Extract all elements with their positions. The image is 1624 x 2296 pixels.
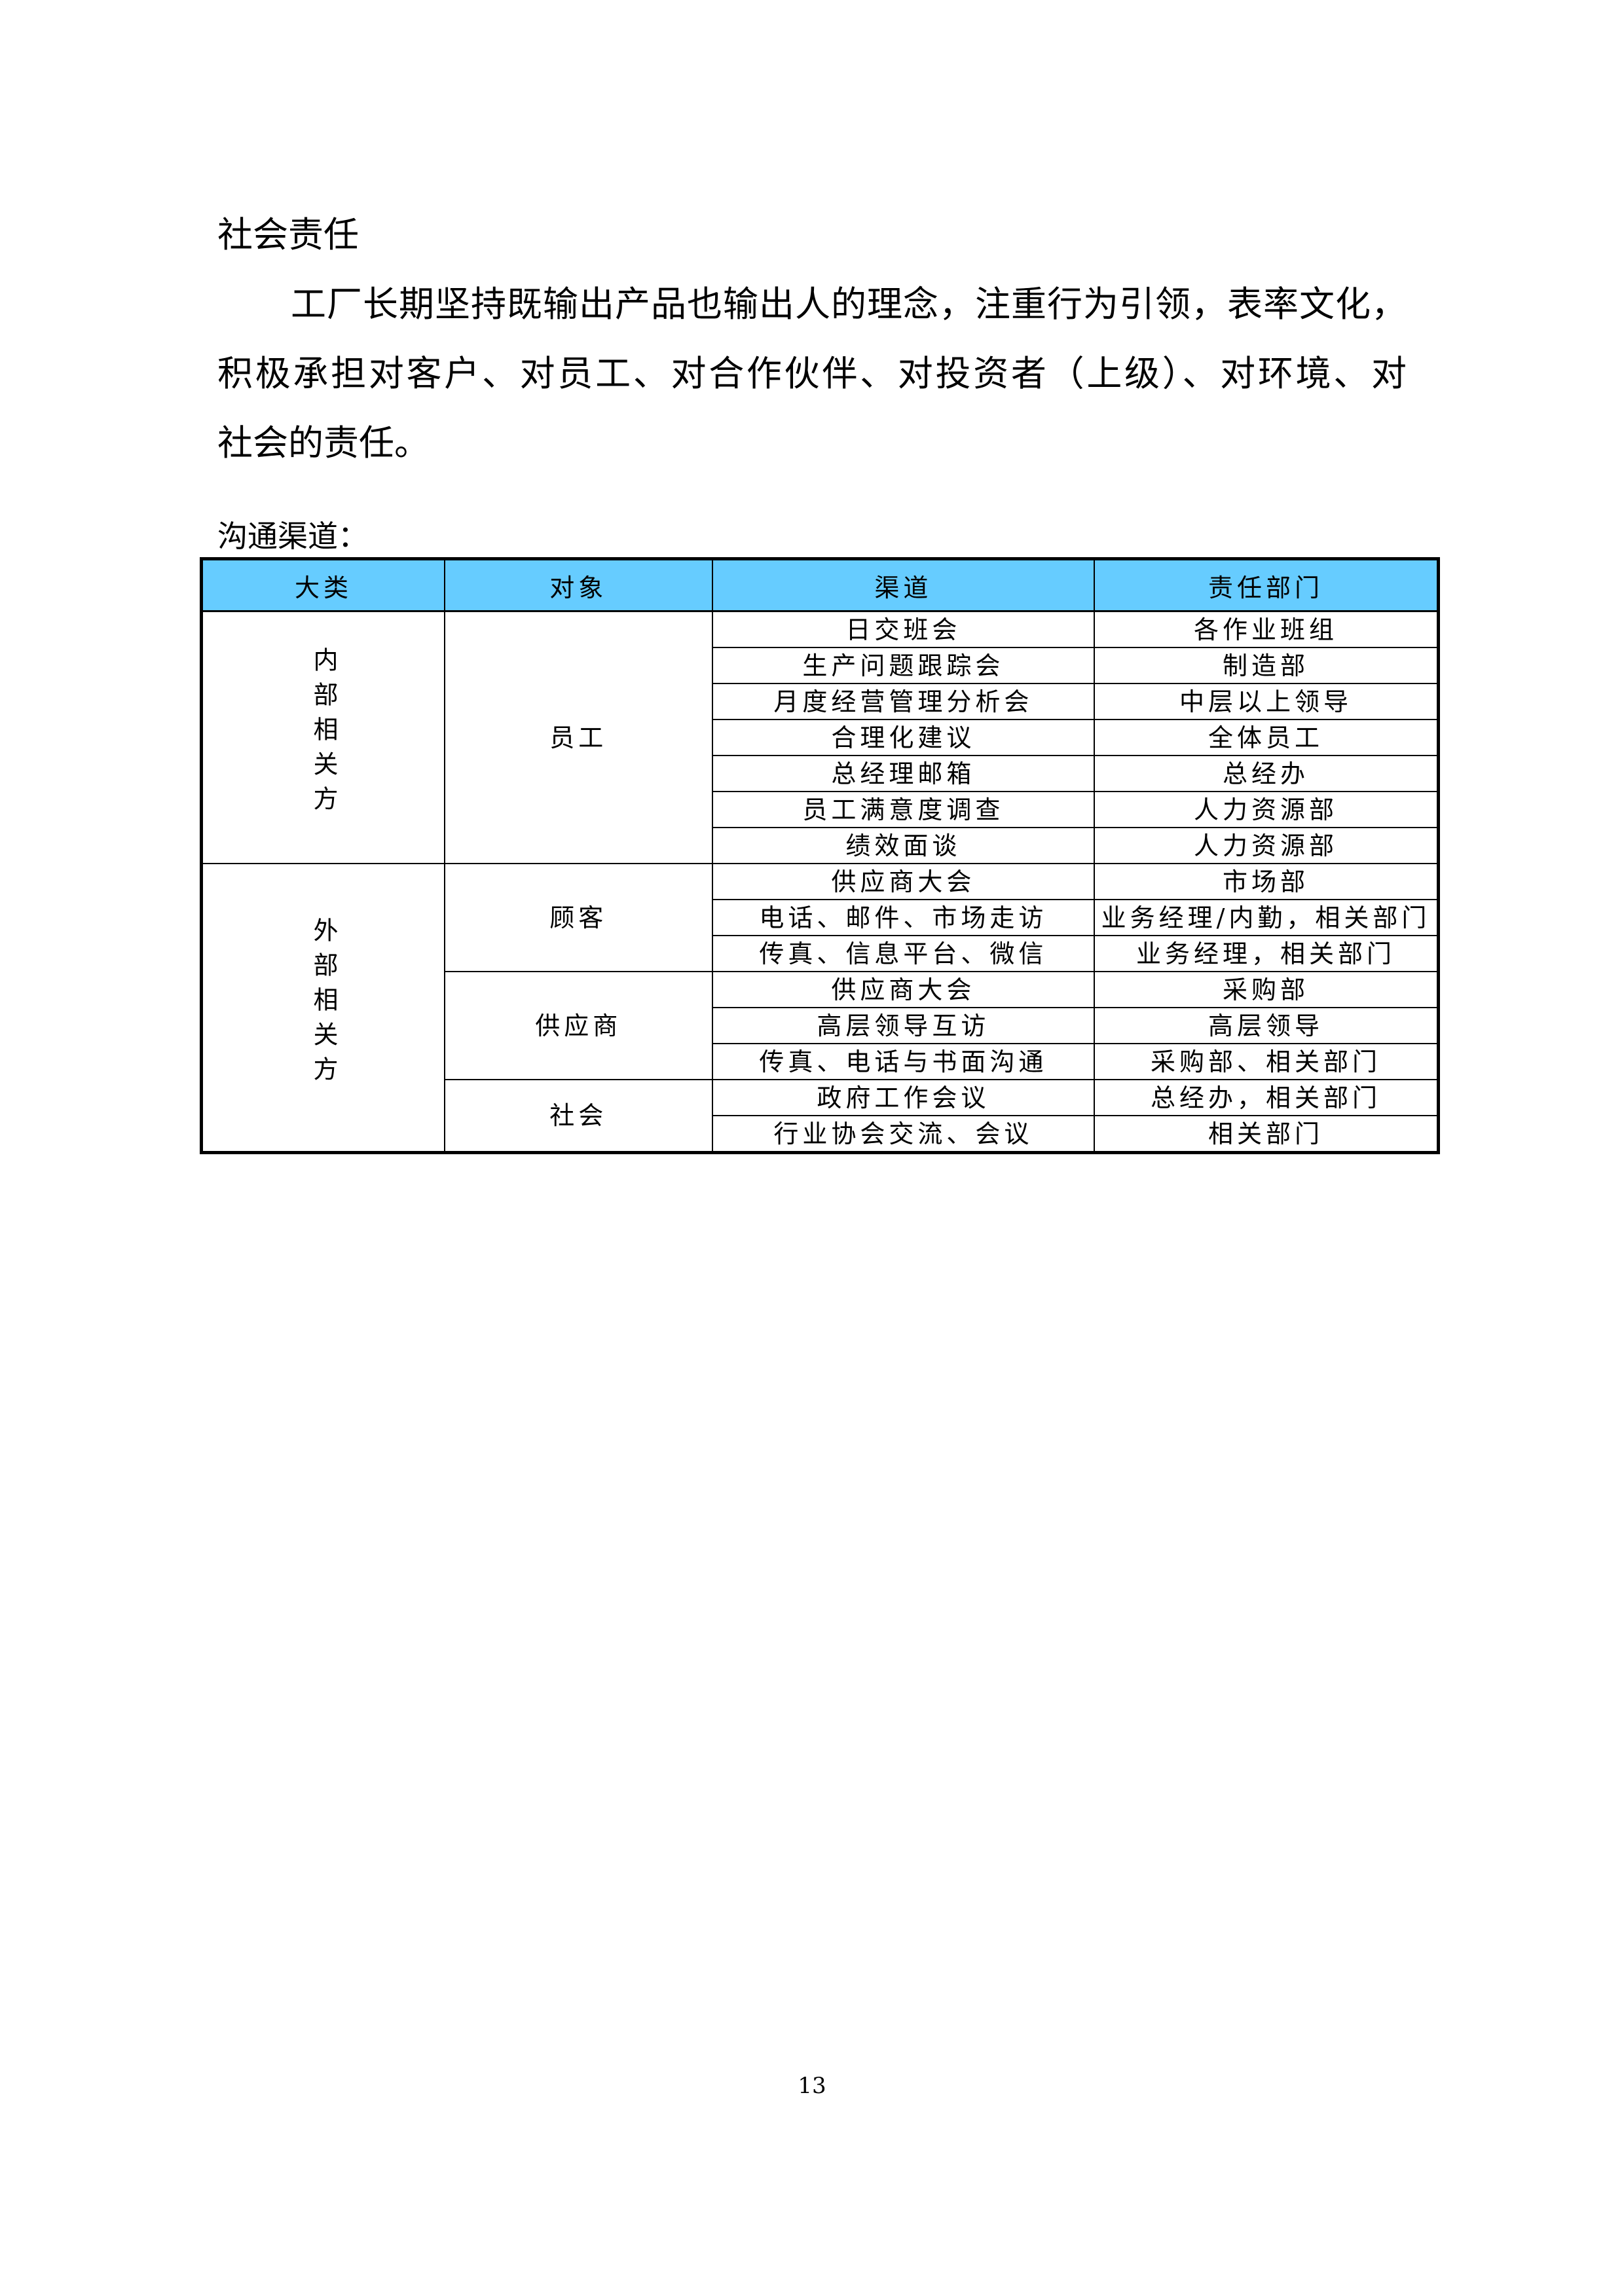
- paragraph-line: 工厂长期坚持既输出产品也输出人的理念，注重行为引领，表率文化，: [291, 283, 1407, 325]
- page-number: 13: [798, 2073, 826, 2099]
- department-cell: 全体员工: [1093, 719, 1439, 756]
- department-cell: 业务经理，相关部门: [1093, 935, 1439, 972]
- table-row: 传真、信息平台、微信 业务经理，相关部门: [202, 935, 1439, 972]
- department-cell: 相关部门: [1093, 1115, 1439, 1154]
- channel-cell: 合理化建议: [711, 719, 1095, 756]
- channel-cell: 员工满意度调查: [711, 791, 1095, 828]
- department-cell: 制造部: [1093, 647, 1439, 684]
- category-cell: 外部相关方: [200, 863, 445, 1154]
- department-cell: 人力资源部: [1093, 827, 1439, 864]
- target-cell: 顾客: [443, 863, 713, 972]
- target-cell: 供应商: [443, 971, 713, 1080]
- category-label: 外部相关方: [308, 917, 338, 1091]
- channel-cell: 总经理邮箱: [711, 755, 1095, 792]
- table-caption: 沟通渠道：: [217, 519, 368, 554]
- department-cell: 人力资源部: [1093, 791, 1439, 828]
- category-cell: 内部相关方: [200, 610, 445, 864]
- channel-cell: 传真、电话与书面沟通: [711, 1043, 1095, 1080]
- header-channel: 渠道: [711, 558, 1095, 612]
- channel-cell: 日交班会: [711, 610, 1095, 648]
- department-cell: 业务经理/内勤，相关部门: [1093, 899, 1439, 936]
- table-row: 外部相关方 顾客 供应商大会 市场部: [200, 863, 1439, 1154]
- target-cell: 员工: [443, 610, 713, 864]
- department-cell: 采购部、相关部门: [1093, 1043, 1439, 1080]
- channel-cell: 行业协会交流、会议: [711, 1115, 1095, 1154]
- table-row: 总经理邮箱 总经办: [202, 755, 1439, 792]
- channel-cell: 传真、信息平台、微信: [711, 935, 1095, 972]
- channel-cell: 高层领导互访: [711, 1007, 1095, 1044]
- paragraph-line: 社会的责任。: [217, 422, 430, 464]
- channel-cell: 电话、邮件、市场走访: [711, 899, 1095, 936]
- communication-channels-table: 大类 对象 渠道 责任部门 内部相关方 员工 日交班会 各作业班组 生产问题跟踪会 制造部…: [200, 557, 1440, 1154]
- table-row: 月度经营管理分析会 中层以上领导: [202, 683, 1439, 720]
- table-row: 合理化建议 全体员工: [202, 719, 1439, 756]
- channel-cell: 月度经营管理分析会: [711, 683, 1095, 720]
- table-row: 传真、电话与书面沟通 采购部、相关部门: [202, 1043, 1439, 1080]
- table-row: 内部相关方 员工 日交班会 各作业班组: [200, 610, 1439, 864]
- header-category: 大类: [200, 558, 445, 612]
- table-header-row: 大类 对象 渠道 责任部门: [200, 558, 1439, 612]
- channel-cell: 生产问题跟踪会: [711, 647, 1095, 684]
- table-row: 绩效面谈 人力资源部: [202, 827, 1439, 864]
- header-department: 责任部门: [1093, 558, 1439, 612]
- channel-cell: 绩效面谈: [711, 827, 1095, 864]
- section-heading: 社会责任: [217, 214, 359, 255]
- department-cell: 总经办，相关部门: [1093, 1079, 1439, 1116]
- header-target: 对象: [443, 558, 713, 612]
- paragraph-line: 积极承担对客户、对员工、对合作伙伴、对投资者（上级）、对环境、对: [217, 353, 1407, 394]
- department-cell: 各作业班组: [1093, 610, 1439, 648]
- department-cell: 高层领导: [1093, 1007, 1439, 1044]
- category-label: 内部相关方: [308, 647, 338, 820]
- channel-cell: 供应商大会: [711, 863, 1095, 900]
- department-cell: 中层以上领导: [1093, 683, 1439, 720]
- table-row: 电话、邮件、市场走访 业务经理/内勤，相关部门: [202, 899, 1439, 936]
- department-cell: 采购部: [1093, 971, 1439, 1008]
- table-row: 员工满意度调查 人力资源部: [202, 791, 1439, 828]
- table-row: 生产问题跟踪会 制造部: [202, 647, 1439, 684]
- table-row: 行业协会交流、会议 相关部门: [202, 1115, 1439, 1154]
- department-cell: 总经办: [1093, 755, 1439, 792]
- table-row: 社会 政府工作会议 总经办，相关部门: [202, 1079, 1439, 1154]
- body-paragraph: 工厂长期坚持既输出产品也输出人的理念，注重行为引领，表率文化， 积极承担对客户、…: [217, 280, 1407, 488]
- channel-cell: 供应商大会: [711, 971, 1095, 1008]
- target-cell: 社会: [443, 1079, 713, 1154]
- table-row: 高层领导互访 高层领导: [202, 1007, 1439, 1044]
- department-cell: 市场部: [1093, 863, 1439, 900]
- table-row: 供应商 供应商大会 采购部: [202, 971, 1439, 1080]
- channel-cell: 政府工作会议: [711, 1079, 1095, 1116]
